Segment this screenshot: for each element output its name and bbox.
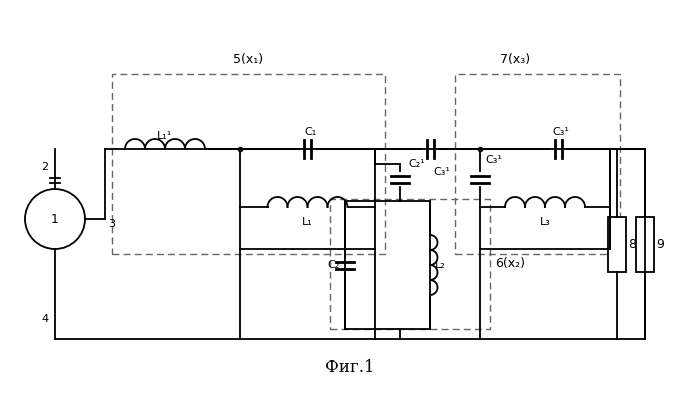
Text: L₁¹: L₁¹ [158,131,173,141]
Text: 1: 1 [51,212,59,225]
Text: L₃: L₃ [540,217,550,227]
Text: C₃¹: C₃¹ [433,167,450,177]
Text: L₁: L₁ [302,217,313,227]
Text: C₂: C₂ [328,260,340,270]
Text: 4: 4 [41,314,48,324]
Text: C₁: C₁ [304,127,316,137]
Text: C₃¹: C₃¹ [485,155,502,165]
Text: C₃¹: C₃¹ [552,127,569,137]
Text: 3: 3 [108,219,115,229]
Text: 6(x₂): 6(x₂) [495,258,525,271]
Bar [455,74,620,254]
Text: Фиг.1: Фиг.1 [326,359,374,376]
Text: 2: 2 [41,162,48,172]
Bar [330,199,490,329]
Bar [608,216,626,271]
Bar [112,74,385,254]
Text: 7(x₃): 7(x₃) [500,53,530,66]
Text: L₂: L₂ [435,260,446,270]
Text: 9: 9 [656,238,664,251]
Bar [636,216,654,271]
Text: 8: 8 [628,238,636,251]
Text: C₂¹: C₂¹ [408,159,425,169]
Text: 5(x₁): 5(x₁) [233,53,264,66]
